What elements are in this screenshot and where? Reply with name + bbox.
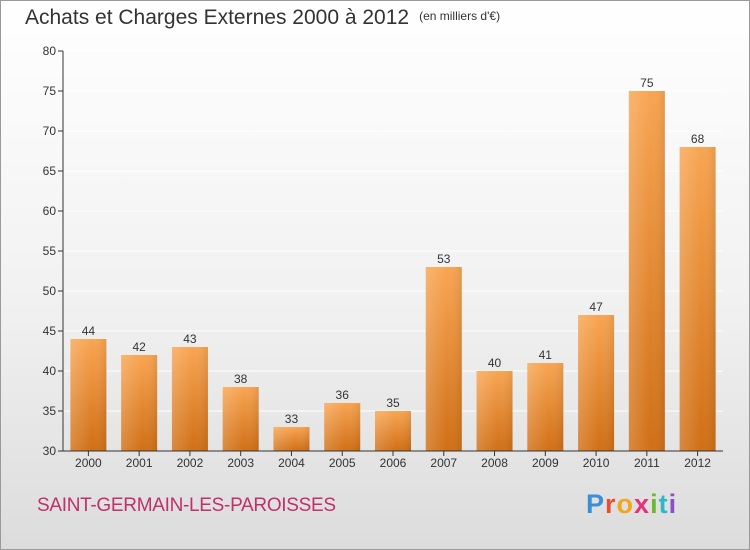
bar-shine — [578, 315, 615, 451]
data-label: 75 — [640, 76, 654, 90]
data-label: 41 — [539, 348, 553, 362]
bar-shine — [121, 355, 158, 451]
x-tick-label: 2007 — [430, 456, 457, 470]
y-tick-label: 55 — [43, 244, 57, 258]
grid-lines — [63, 50, 723, 412]
data-label: 33 — [285, 412, 299, 426]
y-tick-label: 70 — [43, 124, 57, 138]
x-tick-label: 2001 — [126, 456, 153, 470]
logo-letter: P — [586, 489, 606, 519]
commune-name: SAINT-GERMAIN-LES-PAROISSES — [37, 495, 336, 516]
x-tick-label: 2000 — [75, 456, 102, 470]
bar-shine — [425, 267, 462, 451]
logo-letter: i — [650, 489, 659, 519]
bar-shine — [527, 363, 564, 451]
data-label: 44 — [82, 324, 96, 338]
logo-letter: i — [668, 489, 678, 519]
bar-shine — [375, 411, 411, 451]
x-tick-label: 2006 — [380, 456, 407, 470]
logo-letter: x — [634, 489, 651, 519]
axes — [58, 50, 723, 456]
unit-label: (en milliers d'€) — [419, 9, 501, 23]
data-label: 35 — [386, 396, 400, 410]
x-tick-label: 2010 — [583, 456, 610, 470]
data-label: 68 — [691, 132, 705, 146]
bar-shine — [476, 371, 513, 451]
labels: 30 35 40 45 50 55 60 65 70 75 80 44 2000 42 2001 43 2002… — [43, 44, 712, 470]
x-tick-label: 2009 — [532, 456, 559, 470]
data-label: 38 — [234, 372, 248, 386]
y-tick-label: 65 — [43, 164, 57, 178]
y-tick-label: 45 — [43, 324, 57, 338]
title-text: Achats et Charges Externes 2000 à 2012 — [25, 6, 410, 29]
bar-shine — [679, 147, 716, 451]
x-tick-label: 2011 — [634, 456, 660, 470]
logo-letter: r — [605, 489, 617, 519]
x-tick-label: 2012 — [684, 456, 711, 470]
data-label: 53 — [437, 252, 451, 266]
bar-shine — [171, 347, 208, 451]
bar-shine — [628, 91, 665, 451]
proxiti-logo: Proxiti — [586, 489, 677, 520]
x-tick-label: 2003 — [227, 456, 254, 470]
logo-letter: t — [658, 489, 669, 519]
bar-shine — [222, 387, 259, 451]
bar-shine — [70, 339, 107, 451]
chart-title: Achats et Charges Externes 2000 à 2012 (e… — [25, 6, 500, 30]
y-tick-label: 60 — [43, 204, 57, 218]
y-tick-label: 40 — [43, 364, 57, 378]
y-tick-label: 35 — [43, 404, 57, 418]
bar-shine — [324, 403, 361, 451]
data-label: 36 — [336, 388, 350, 402]
data-label: 43 — [183, 332, 197, 346]
y-tick-label: 75 — [43, 84, 57, 98]
logo-letter: o — [616, 489, 635, 519]
x-tick-label: 2008 — [481, 456, 508, 470]
x-tick-label: 2004 — [278, 456, 305, 470]
y-tick-label: 50 — [43, 284, 57, 298]
y-tick-label: 30 — [43, 444, 57, 458]
x-tick-label: 2002 — [177, 456, 204, 470]
data-label: 42 — [132, 340, 146, 354]
data-label: 47 — [589, 300, 603, 314]
data-label: 40 — [488, 356, 502, 370]
bars — [70, 91, 716, 451]
x-tick-label: 2005 — [329, 456, 356, 470]
y-tick-label: 80 — [43, 44, 57, 58]
bar-shine — [273, 427, 310, 451]
